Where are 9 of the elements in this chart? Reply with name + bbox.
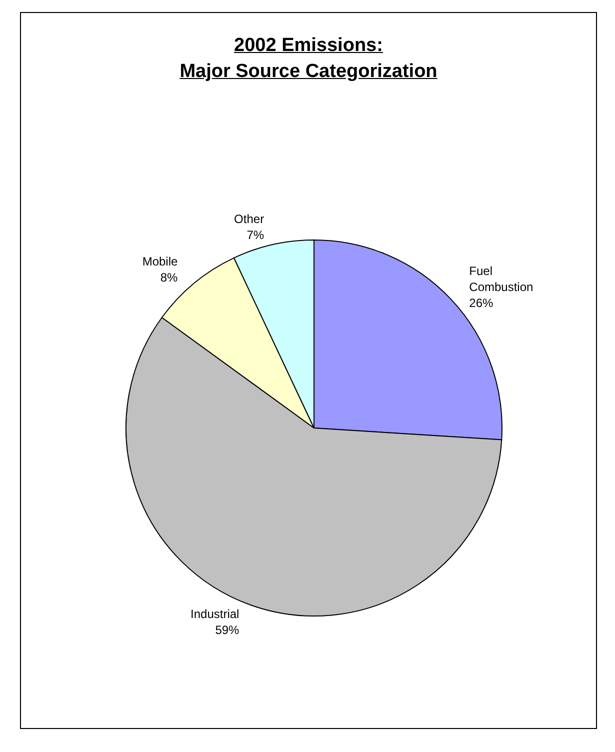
data-label: 8% bbox=[160, 270, 178, 284]
data-label: 7% bbox=[246, 228, 264, 242]
slice-label: Industrial bbox=[190, 606, 240, 621]
slice-label: Fuel Combustion bbox=[469, 264, 534, 294]
slice-label: Mobile bbox=[142, 254, 178, 268]
data-label: 26% bbox=[469, 296, 494, 310]
data-label: 59% bbox=[215, 622, 240, 637]
chart-title: 2002 Emissions: Major Source Categorization bbox=[178, 34, 438, 84]
slice-label: Other bbox=[234, 212, 264, 226]
